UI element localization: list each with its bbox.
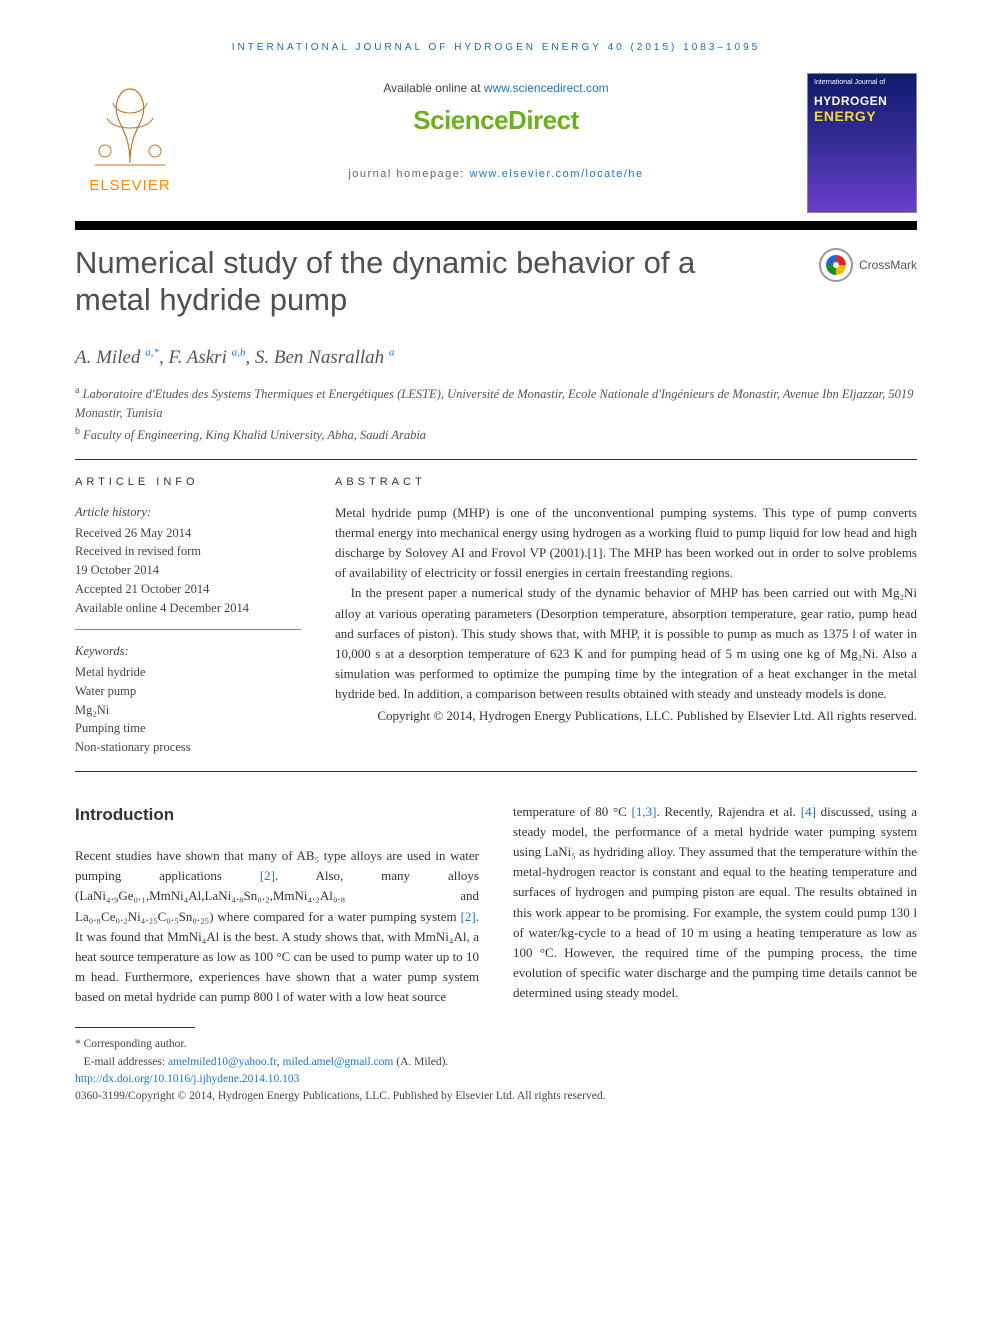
abstract-label: ABSTRACT [335, 474, 917, 491]
masthead-row: ELSEVIER Available online at www.science… [75, 73, 917, 213]
body-col-right: temperature of 80 °C [1,3]. Recently, Ra… [513, 802, 917, 1007]
affiliation-line: a Laboratoire d'Etudes des Systems Therm… [75, 383, 917, 424]
email-suffix: (A. Miled). [393, 1056, 448, 1068]
authors-line: A. Miled a,*, F. Askri a,b, S. Ben Nasra… [75, 344, 917, 373]
issn-copyright-line: 0360-3199/Copyright © 2014, Hydrogen Ene… [75, 1088, 917, 1105]
introduction-heading: Introduction [75, 802, 479, 828]
cover-line3: ENERGY [814, 106, 876, 127]
abstract-p1: Metal hydride pump (MHP) is one of the u… [335, 503, 917, 584]
running-head: INTERNATIONAL JOURNAL OF HYDROGEN ENERGY… [75, 40, 917, 55]
history-line: Available online 4 December 2014 [75, 599, 301, 618]
article-title: Numerical study of the dynamic behavior … [75, 244, 777, 318]
elsevier-tree-icon [85, 73, 175, 173]
citation-link[interactable]: [1,3] [632, 804, 657, 819]
available-online-line: Available online at www.sciencedirect.co… [203, 79, 789, 97]
thick-divider [75, 221, 917, 230]
journal-homepage-line: journal homepage: www.elsevier.com/locat… [203, 166, 789, 183]
abstract-col: ABSTRACT Metal hydride pump (MHP) is one… [335, 474, 917, 757]
citation-link[interactable]: [2] [461, 909, 476, 924]
crossmark-label: CrossMark [859, 256, 917, 274]
inner-divider [75, 629, 301, 630]
keyword-line: Water pump [75, 682, 301, 701]
crossmark-icon [819, 248, 853, 282]
journal-homepage-link[interactable]: www.elsevier.com/locate/he [470, 168, 644, 180]
keyword-line: Non-stationary process [75, 738, 301, 757]
abstract-p2: In the present paper a numerical study o… [335, 583, 917, 704]
available-prefix: Available online at [383, 81, 484, 95]
article-info-col: ARTICLE INFO Article history: Received 2… [75, 474, 301, 757]
history-line: Received 26 May 2014 [75, 524, 301, 543]
keyword-line: Mg₂Ni [75, 701, 301, 720]
keywords-block: Keywords: Metal hydrideWater pumpMg₂NiPu… [75, 642, 301, 757]
email-link-2[interactable]: miled.amel@gmail.com [283, 1056, 394, 1068]
sciencedirect-logo: ScienceDirect [203, 101, 789, 140]
abstract-text: Metal hydride pump (MHP) is one of the u… [335, 503, 917, 727]
citation-link[interactable]: [4] [801, 804, 816, 819]
divider [75, 459, 917, 460]
crossmark-badge[interactable]: CrossMark [797, 248, 917, 282]
title-row: Numerical study of the dynamic behavior … [75, 244, 917, 318]
keyword-line: Metal hydride [75, 663, 301, 682]
journal-homepage-prefix: journal homepage: [348, 168, 469, 180]
intro-para-right: temperature of 80 °C [1,3]. Recently, Ra… [513, 802, 917, 1003]
article-history-label: Article history: [75, 503, 301, 522]
masthead-center: Available online at www.sciencedirect.co… [203, 73, 789, 183]
meta-row: ARTICLE INFO Article history: Received 2… [75, 474, 917, 757]
affiliation-line: b Faculty of Engineering, King Khalid Un… [75, 424, 917, 446]
history-line: Accepted 21 October 2014 [75, 580, 301, 599]
email-line: E-mail addresses: amelmiled10@yahoo.fr, … [75, 1054, 917, 1071]
journal-cover-image: International Journal of HYDROGEN ENERGY [807, 73, 917, 213]
abstract-copyright: Copyright © 2014, Hydrogen Energy Public… [335, 706, 917, 726]
keywords-label: Keywords: [75, 642, 301, 661]
body-col-left: Introduction Recent studies have shown t… [75, 802, 479, 1007]
journal-cover: International Journal of HYDROGEN ENERGY [807, 73, 917, 213]
citation-link[interactable]: [2] [260, 868, 275, 883]
history-line: Received in revised form [75, 542, 301, 561]
doi-link[interactable]: http://dx.doi.org/10.1016/j.ijhydene.201… [75, 1073, 299, 1085]
email-prefix: E-mail addresses: [84, 1056, 168, 1068]
email-link-1[interactable]: amelmiled10@yahoo.fr [168, 1056, 277, 1068]
affiliations: a Laboratoire d'Etudes des Systems Therm… [75, 383, 917, 445]
elsevier-wordmark: ELSEVIER [89, 175, 170, 198]
keyword-line: Pumping time [75, 719, 301, 738]
cover-line1: International Journal of [814, 78, 885, 89]
elsevier-logo-block: ELSEVIER [75, 73, 185, 198]
history-line: 19 October 2014 [75, 561, 301, 580]
footnote-rule [75, 1027, 195, 1028]
divider [75, 771, 917, 772]
corresponding-author-note: * Corresponding author. [75, 1036, 917, 1053]
body-columns: Introduction Recent studies have shown t… [75, 802, 917, 1007]
footnotes: * Corresponding author. E-mail addresses… [75, 1036, 917, 1105]
intro-para-left: Recent studies have shown that many of A… [75, 846, 479, 1007]
sciencedirect-link[interactable]: www.sciencedirect.com [484, 81, 609, 95]
article-info-label: ARTICLE INFO [75, 474, 301, 491]
